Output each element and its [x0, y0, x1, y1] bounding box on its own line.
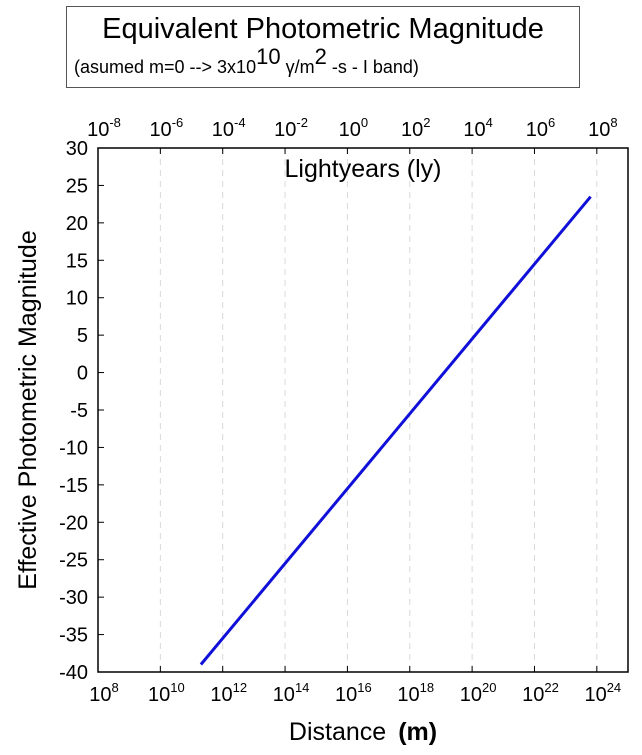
grid-lines — [159, 148, 598, 672]
x2-tick-label: 10-6 — [149, 115, 183, 141]
chart-subtitle: (asumed m=0 --> 3x1010 γ/m2 -s - I band) — [74, 46, 419, 78]
plot-frame — [97, 147, 629, 673]
x-tick-label: 1024 — [584, 680, 621, 706]
x2-tick-label: 100 — [339, 115, 368, 141]
series-line — [199, 195, 592, 666]
y-tick-label: -10 — [59, 437, 88, 459]
y-tick-label: 30 — [66, 138, 88, 160]
y-tick-label: -35 — [59, 625, 88, 647]
y-tick-label: -5 — [70, 400, 88, 422]
x2-tick-label: 10-2 — [274, 115, 308, 141]
chart-title-box: Equivalent Photometric Magnitude (asumed… — [66, 6, 580, 88]
x-tick-label: 108 — [89, 680, 118, 706]
x-tick-label: 1012 — [210, 680, 247, 706]
subtitle-part-3: -s - I band) — [326, 57, 419, 77]
x-tick-labels: 108 1010 1012 1014 1016 1018 1020 1022 1024 — [89, 680, 621, 706]
x-tick-label: 1022 — [522, 680, 559, 706]
x2-tick-label: 104 — [463, 115, 492, 141]
x-axis-label: Distance (m) — [289, 718, 437, 746]
chart-title: Equivalent Photometric Magnitude — [102, 13, 544, 45]
subtitle-part-1: (asumed m=0 --> 3x10 — [74, 57, 257, 77]
subtitle-exponent-2: 2 — [314, 44, 327, 69]
y-tick-label: 5 — [77, 325, 88, 347]
y-tick-label: 25 — [66, 175, 88, 197]
x-tick-label: 1010 — [148, 680, 185, 706]
x-axis-label-unit: (m) — [398, 718, 437, 746]
y-tick-label: -25 — [59, 550, 88, 572]
tick-marks — [97, 147, 598, 673]
x2-axis-label: Lightyears (ly) — [285, 155, 442, 183]
x2-tick-label: 102 — [401, 115, 430, 141]
y-tick-label: -30 — [59, 587, 88, 609]
x2-tick-label: 10-8 — [87, 115, 121, 141]
y-tick-label: -15 — [59, 475, 88, 497]
x-tick-label: 1020 — [460, 680, 497, 706]
subtitle-exponent-1: 10 — [256, 44, 281, 69]
x-tick-label: 1018 — [397, 680, 434, 706]
subtitle-part-2: γ/m — [280, 57, 315, 77]
series-group — [199, 195, 592, 666]
y-tick-label: -40 — [59, 662, 88, 684]
x2-tick-label: 10-4 — [212, 115, 246, 141]
x2-tick-label: 106 — [526, 115, 555, 141]
x2-tick-labels: 10-8 10-6 10-4 10-2 100 102 104 106 108 — [87, 115, 617, 141]
y-tick-label: 10 — [66, 288, 88, 310]
y-tick-label: 0 — [77, 363, 88, 385]
x2-tick-label: 108 — [588, 115, 617, 141]
y-tick-label: -20 — [59, 512, 88, 534]
y-axis-label: Effective Photometric Magnitude — [14, 230, 42, 589]
x-axis-label-text: Distance — [289, 718, 386, 746]
x-tick-label: 1016 — [335, 680, 372, 706]
y-tick-label: 15 — [66, 250, 88, 272]
x-tick-label: 1014 — [273, 680, 310, 706]
y-tick-labels: 30 25 20 15 10 5 0 -5 -10 -15 -20 -25 -30 -35 -40 — [59, 138, 88, 684]
y-tick-label: 20 — [66, 213, 88, 235]
